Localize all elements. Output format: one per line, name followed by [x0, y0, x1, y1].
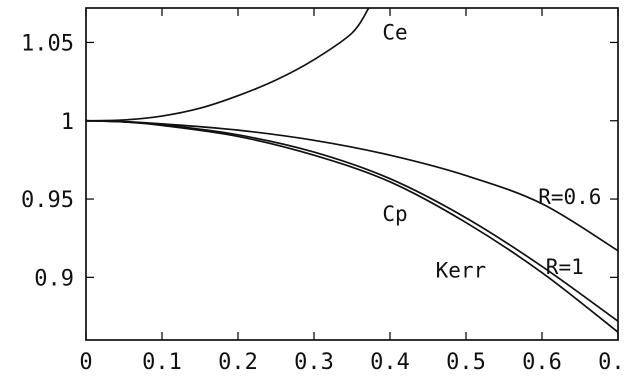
x-tick-label: 0	[79, 350, 92, 375]
x-tick-label: 0.6	[522, 350, 562, 375]
curve-label-r-0-6: R=0.6	[538, 185, 601, 209]
x-tick-label: 0.5	[446, 350, 486, 375]
curve-cp	[85, 119, 619, 322]
y-tick-label: 1.05	[21, 31, 74, 56]
x-tick-label: 0.1	[142, 350, 182, 375]
curve-labels: Ce R=0.6 Cp Kerr R=1	[382, 20, 601, 282]
x-tick-label: 0.7	[598, 350, 625, 375]
curve-label-cp: Cp	[382, 202, 407, 226]
x-tick-label: 0.3	[294, 350, 334, 375]
curves	[85, 7, 619, 333]
y-tick-label: 1	[61, 110, 74, 135]
x-tick-label: 0.2	[218, 350, 258, 375]
plot-frame	[85, 7, 619, 341]
x-axis-ticks: 0 0.1 0.2 0.3 0.4 0.5 0.6 0.7	[79, 8, 625, 375]
curve-label-ce: Ce	[382, 20, 407, 44]
y-tick-label: 0.95	[21, 188, 74, 213]
x-tick-label: 0.4	[370, 350, 410, 375]
curve-label-kerr: Kerr	[436, 258, 487, 282]
curve-r-1	[85, 119, 619, 333]
curve-label-r-1: R=1	[546, 255, 584, 279]
y-axis-ticks: 0.9 0.95 1 1.05	[21, 31, 618, 291]
y-tick-label: 0.9	[34, 266, 74, 291]
curve-ce	[85, 7, 370, 122]
